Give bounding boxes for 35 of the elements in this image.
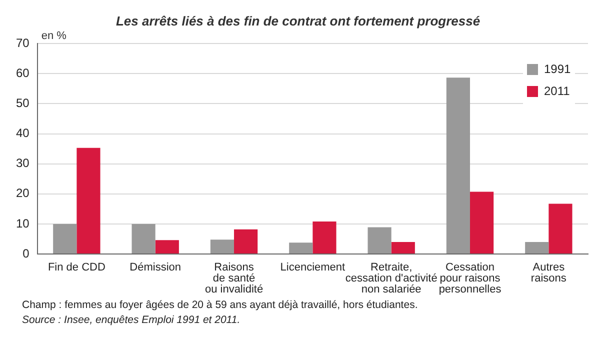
x-tick-label: Licenciement (280, 262, 346, 274)
chart-title: Les arrêts liés à des fin de contrat ont fortement progressé (116, 13, 480, 28)
bar (289, 242, 313, 254)
bar (210, 240, 234, 254)
bar (446, 78, 470, 254)
legend-label: 1991 (544, 62, 571, 76)
x-tick-label: Cessation pour raisons personnelles (438, 262, 502, 296)
x-tick-label: Autres raisons (530, 262, 567, 285)
bar (155, 240, 179, 254)
bar (312, 222, 336, 254)
bar (368, 227, 392, 254)
bar (470, 192, 494, 254)
bar (234, 229, 258, 254)
bar (548, 204, 572, 254)
y-tick-label: 20 (16, 186, 30, 200)
text: Champ : femmes au foyer âgées de 20 à 59 ans ayant déjà travaillé, hors étudiantes. (22, 298, 419, 313)
x-tick-label: Raisons de santé ou invalidité (204, 262, 264, 296)
x-tick-label: Fin de CDD (48, 262, 106, 274)
bar (53, 224, 77, 254)
legend-label: 2011 (544, 84, 570, 98)
x-tick-label: Démission (130, 262, 182, 274)
bar (391, 242, 415, 254)
bar (525, 242, 549, 254)
x-tick-label: Retraite, cessation d'activité non salariée (345, 262, 438, 296)
source-note: Source : Insee, enquêtes Emploi 1991 et 2011. (22, 313, 242, 328)
y-tick-label: 50 (16, 96, 30, 110)
y-axis-title: en % (41, 30, 67, 42)
bar (132, 224, 156, 254)
y-tick-label: 70 (16, 36, 30, 50)
bar (76, 148, 100, 254)
y-tick-label: 60 (16, 66, 30, 80)
y-tick-label: 10 (16, 216, 30, 230)
y-tick-label: 0 (22, 246, 30, 260)
y-tick-label: 40 (16, 126, 30, 140)
y-tick-label: 30 (16, 156, 30, 170)
